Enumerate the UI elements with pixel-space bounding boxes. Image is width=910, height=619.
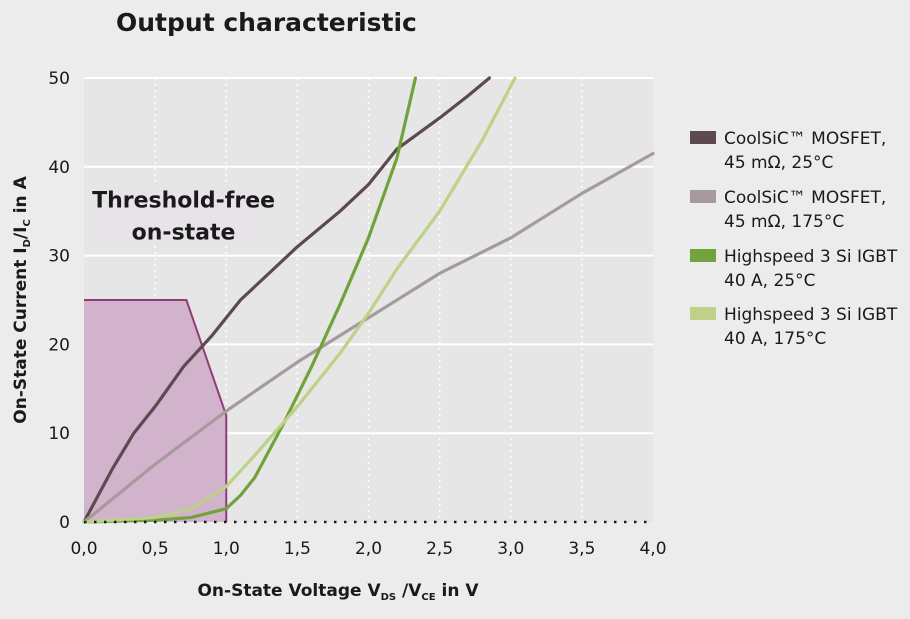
x-axis-label-part: On-State Voltage V xyxy=(197,581,381,601)
series-line-1 xyxy=(82,76,492,524)
threshold-free-region xyxy=(84,300,227,522)
series-line-4 xyxy=(82,76,517,524)
x-tick-label: 3,0 xyxy=(497,539,524,559)
legend-swatch-1 xyxy=(690,131,716,144)
y-tick-label: 50 xyxy=(48,69,70,89)
x-axis-label-part: /V xyxy=(396,581,422,601)
legend-swatch-2 xyxy=(690,190,716,203)
region-label-background xyxy=(102,186,262,245)
y-tick-label: 40 xyxy=(48,158,70,178)
legend-label-3: 40 A, 25°C xyxy=(724,271,815,291)
y-axis-label-part: /I xyxy=(11,227,31,240)
y-tick-label: 20 xyxy=(48,335,70,355)
x-axis-label-part: DS xyxy=(381,592,397,603)
region-label: on-state xyxy=(132,221,236,246)
series-line-2 xyxy=(82,151,655,524)
legend-swatch-3 xyxy=(690,249,716,262)
x-tick-label: 0,5 xyxy=(142,539,169,559)
legend-swatch-4 xyxy=(690,307,716,320)
y-axis-label-part: in A xyxy=(11,175,31,219)
legend-label-1: CoolSiC™ MOSFET, xyxy=(724,129,886,149)
x-axis-label-part: in V xyxy=(436,581,480,601)
legend-label-2: CoolSiC™ MOSFET, xyxy=(724,188,886,208)
legend-label-4: 40 A, 175°C xyxy=(724,329,826,349)
x-axis-label-part: CE xyxy=(421,592,435,603)
legend-label-4: Highspeed 3 Si IGBT xyxy=(724,305,898,325)
x-tick-label: 1,0 xyxy=(213,539,240,559)
region-label: Threshold-free xyxy=(92,189,275,214)
legend-label-3: Highspeed 3 Si IGBT xyxy=(724,247,898,267)
x-tick-label: 2,5 xyxy=(426,539,453,559)
x-tick-label: 0,0 xyxy=(70,539,97,559)
threshold-free-region-outline xyxy=(84,299,228,522)
x-tick-label: 4,0 xyxy=(639,539,666,559)
x-tick-label: 1,5 xyxy=(284,539,311,559)
y-axis-label: On-State Current ID/IC in A xyxy=(11,175,33,423)
legend-label-2: 45 mΩ, 175°C xyxy=(724,212,844,232)
y-axis-label-part: D xyxy=(22,239,33,247)
y-tick-label: 10 xyxy=(48,424,70,444)
y-tick-label: 30 xyxy=(48,247,70,267)
y-axis-label-part: C xyxy=(22,219,33,226)
y-tick-label: 0 xyxy=(59,513,70,533)
x-tick-label: 3,5 xyxy=(568,539,595,559)
x-tick-label: 2,0 xyxy=(355,539,382,559)
y-axis-label-part: On-State Current I xyxy=(11,247,31,423)
series-line-3 xyxy=(82,76,418,524)
legend-label-1: 45 mΩ, 25°C xyxy=(724,153,833,173)
chart-title: Output characteristic xyxy=(116,8,417,37)
x-axis-label: On-State Voltage VDS /VCE in V xyxy=(197,581,479,603)
